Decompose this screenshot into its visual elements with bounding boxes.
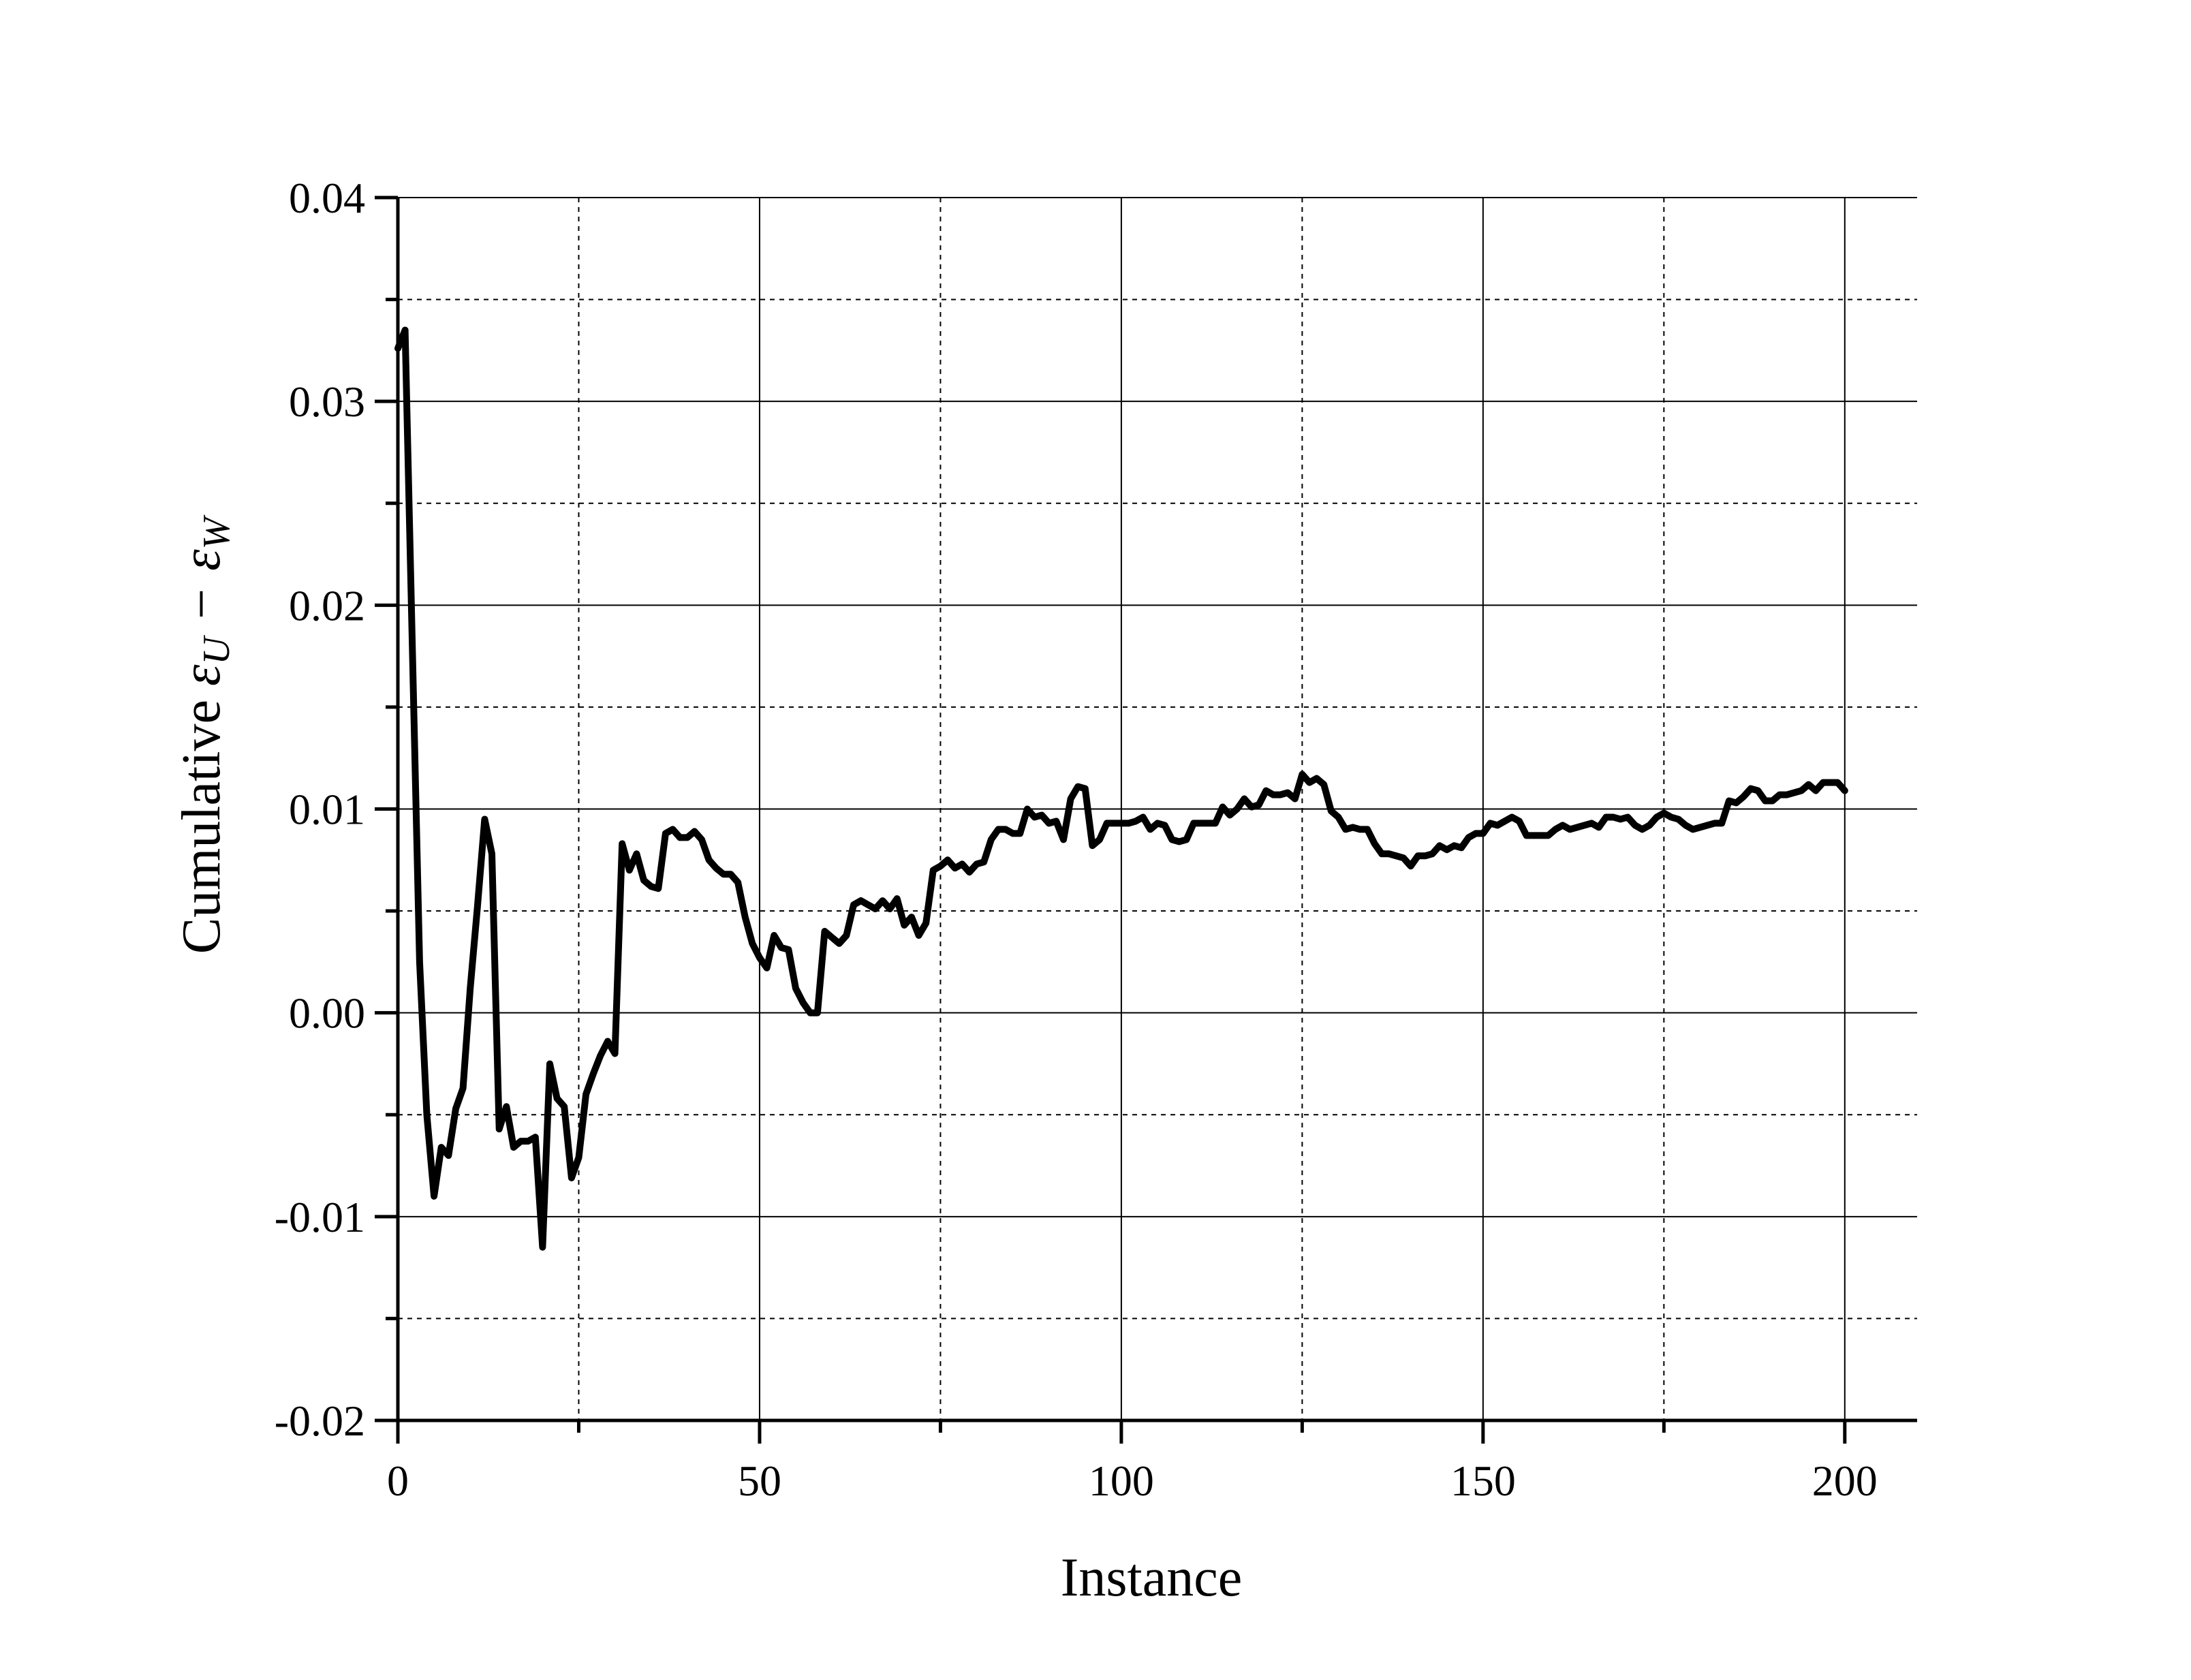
y-tick-label: 0.04 [289,174,365,222]
y-axis-title-minus: − [172,589,232,619]
x-tick-label: 100 [1089,1457,1154,1505]
y-axis-title-epsilon-w: ε [172,549,232,571]
y-axis-title-sub-u: U [196,634,238,664]
y-axis-title-prefix: Cumulative [172,686,232,954]
series-layer [394,326,1848,1251]
x-axis-title: Instance [1061,1548,1243,1608]
y-tick-label: 0.03 [289,377,365,426]
y-tick-label: -0.02 [275,1397,365,1445]
tick-layer: -0.02 -0.01 0.00 0.01 0.02 0.03 0.04 0 50 100 150 2… [275,174,1878,1505]
y-axis-title: Cumulative εU−εW [172,514,238,954]
y-axis-title-sub-w: W [196,514,238,549]
x-tick-label: 200 [1812,1457,1878,1505]
x-tick-label: 50 [738,1457,781,1505]
x-tick-label: 0 [387,1457,409,1505]
series-line [394,326,1848,1251]
y-tick-label: 0.02 [289,581,365,629]
x-tick-label: 150 [1450,1457,1516,1505]
grid-layer [398,197,1917,1420]
y-tick-label: 0.00 [289,989,365,1038]
y-axis-title-epsilon-u: ε [172,664,232,686]
y-tick-label: -0.01 [275,1193,365,1241]
y-tick-label: 0.01 [289,785,365,834]
svg-text:Cumulative εU−εW: Cumulative εU−εW [172,514,238,954]
